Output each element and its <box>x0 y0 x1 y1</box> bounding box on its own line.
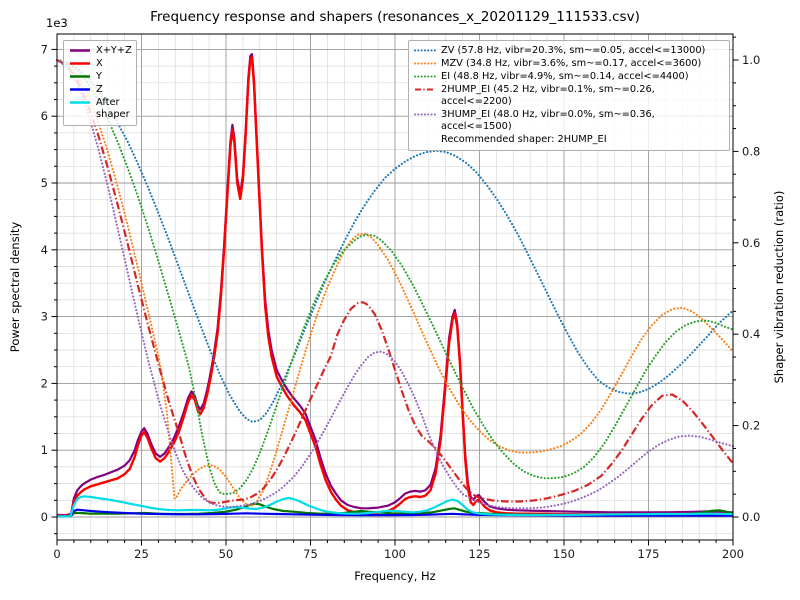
x-tick-label: 0 <box>53 547 60 561</box>
legend-entry-ei-label: EI (48.8 Hz, vibr=4.9%, sm~=0.14, accel<… <box>441 70 689 82</box>
series-x-y-z <box>57 53 734 517</box>
legend-entry-x: X <box>69 58 131 70</box>
legend-entry-zv-label: ZV (57.8 Hz, vibr=20.3%, sm~=0.05, accel… <box>441 45 706 56</box>
y-axis-offset-label: 1e3 <box>46 16 68 30</box>
y-axis-right-label: Shaper vibration reduction (ratio) <box>772 190 786 384</box>
legend-line-sample <box>414 113 436 116</box>
series-zv <box>55 58 735 423</box>
x-axis-label: Frequency, Hz <box>354 569 436 583</box>
y-left-tick-label: 7 <box>41 42 48 56</box>
y-left-tick-label: 3 <box>41 310 48 324</box>
legend-entry-y: Y <box>69 71 131 83</box>
legend-note-label: Recommended shaper: 2HUMP_EI <box>441 133 607 145</box>
x-tick-label: 125 <box>469 547 491 561</box>
x-tick-label: 100 <box>384 547 406 561</box>
x-tick-label: 50 <box>219 547 234 561</box>
legend-entry-after-shaper: After shaper <box>69 97 131 121</box>
x-tick-label: 200 <box>722 547 744 561</box>
legend-line-sample <box>414 62 436 65</box>
y-axis-left-label: Power spectral density <box>8 221 22 353</box>
legend-sample-spacer <box>414 134 436 145</box>
y-left-tick-label: 6 <box>41 109 48 123</box>
y-right-tick-label: 1.0 <box>742 53 760 67</box>
y-right-tick-label: 0.8 <box>742 144 760 158</box>
y-right-tick-label: 0.2 <box>742 419 760 433</box>
legend-line-sample <box>415 88 435 91</box>
x-tick-label: 25 <box>134 547 149 561</box>
legend-note: Recommended shaper: 2HUMP_EI <box>414 134 724 146</box>
y-left-tick-label: 1 <box>41 443 48 457</box>
legend-entry-2hump-ei-label: 2HUMP_EI (45.2 Hz, vibr=0.1%, sm~=0.26, … <box>441 83 655 107</box>
series-after-shaper <box>57 495 734 518</box>
legend-line-sample <box>70 75 90 78</box>
series-x <box>57 56 734 517</box>
legend-line-sample <box>70 49 90 52</box>
legend-entry-x-y-z: X+Y+Z <box>69 45 132 57</box>
y-right-tick-label: 0.4 <box>742 327 760 341</box>
y-left-tick-label: 0 <box>41 510 48 524</box>
legend-entry-x-y-z-label: X+Y+Z <box>96 45 132 56</box>
legend-shapers: ZV (57.8 Hz, vibr=20.3%, sm~=0.05, accel… <box>408 40 730 151</box>
legend-psd: X+Y+Z X Y Z After shaper <box>63 40 137 126</box>
legend-line-sample <box>414 75 436 78</box>
y-right-tick-label: 0.6 <box>742 236 760 250</box>
series-3hump-ei <box>55 58 735 510</box>
legend-line-sample <box>414 49 436 52</box>
x-tick-label: 75 <box>303 547 318 561</box>
y-left-tick-label: 2 <box>41 376 48 390</box>
series-ei <box>55 58 735 496</box>
legend-entry-x-label: X <box>96 57 103 69</box>
legend-entry-y-label: Y <box>96 70 102 82</box>
legend-entry-z: Z <box>69 84 131 96</box>
legend-entry-3hump-ei: 3HUMP_EI (48.0 Hz, vibr=0.0%, sm~=0.36, … <box>414 109 724 133</box>
legend-entry-mzv-label: MZV (34.8 Hz, vibr=3.6%, sm~=0.17, accel… <box>441 57 702 69</box>
x-tick-label: 150 <box>553 547 575 561</box>
legend-line-sample <box>70 101 90 104</box>
y-left-tick-label: 4 <box>41 243 48 257</box>
legend-entry-2hump-ei: 2HUMP_EI (45.2 Hz, vibr=0.1%, sm~=0.26, … <box>414 84 724 108</box>
legend-entry-mzv: MZV (34.8 Hz, vibr=3.6%, sm~=0.17, accel… <box>414 58 724 70</box>
chart-title: Frequency response and shapers (resonanc… <box>150 9 640 25</box>
y-right-tick-label: 0.0 <box>742 510 760 524</box>
legend-line-sample <box>70 62 90 65</box>
legend-entry-zv: ZV (57.8 Hz, vibr=20.3%, sm~=0.05, accel… <box>414 45 724 57</box>
y-left-tick-label: 5 <box>41 176 48 190</box>
x-tick-label: 175 <box>638 547 660 561</box>
legend-entry-ei: EI (48.8 Hz, vibr=4.9%, sm~=0.14, accel<… <box>414 71 724 83</box>
legend-entry-after-shaper-label: After shaper <box>96 96 130 120</box>
legend-entry-z-label: Z <box>96 83 103 95</box>
series-2hump-ei <box>56 59 734 505</box>
legend-entry-3hump-ei-label: 3HUMP_EI (48.0 Hz, vibr=0.0%, sm~=0.36, … <box>441 108 655 132</box>
legend-line-sample <box>70 88 90 91</box>
series-mzv <box>55 58 735 508</box>
